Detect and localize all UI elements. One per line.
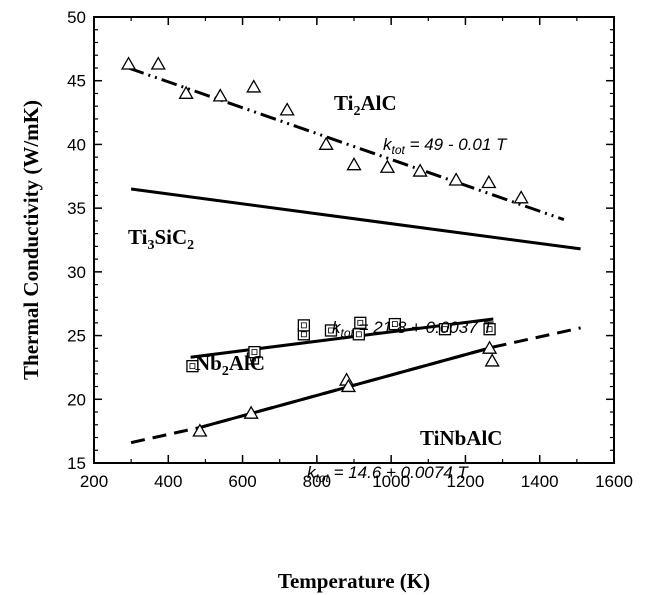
y-tick-label: 30 — [67, 263, 86, 282]
data-point-ti2alc — [120, 56, 137, 70]
y-axis-title: Thermal Conductivity (W/mK) — [19, 100, 43, 380]
data-point-inner-nb2alc — [300, 322, 307, 329]
data-point-ti2alc — [481, 174, 497, 189]
x-tick-label: 200 — [80, 472, 108, 491]
y-tick-label: 45 — [67, 72, 86, 91]
x-axis-title: Temperature (K) — [278, 569, 430, 593]
y-tick-label: 15 — [67, 454, 86, 473]
equation-tinbalc: ktot = 14.6 + 0.0074 T — [307, 463, 469, 485]
series-label-nb2alc: Nb2AlC — [195, 351, 265, 379]
data-point-inner-nb2alc — [251, 349, 258, 356]
x-tick-label: 400 — [154, 472, 182, 491]
data-point-nb2alc — [248, 345, 261, 359]
data-point-tinbalc — [192, 423, 208, 437]
x-tick-label: 1000 — [372, 472, 410, 491]
data-point-ti2alc — [412, 163, 428, 177]
data-point-inner-nb2alc — [355, 331, 362, 338]
data-point-ti2alc — [150, 56, 166, 70]
data-point-ti2alc — [513, 190, 529, 204]
data-point-ti2alc — [379, 159, 396, 173]
y-tick-label: 50 — [67, 8, 86, 27]
series-label-tinbalc: TiNbAlC — [420, 426, 502, 450]
x-tick-label: 600 — [228, 472, 256, 491]
data-point-ti2alc — [318, 136, 334, 150]
data-point-ti2alc — [212, 88, 228, 102]
y-tick-label: 35 — [67, 199, 86, 218]
data-point-inner-nb2alc — [189, 363, 196, 370]
fit-lines — [128, 66, 581, 445]
data-point-ti2alc — [279, 102, 295, 116]
y-tick-label: 40 — [67, 135, 86, 154]
data-point-inner-nb2alc — [486, 326, 493, 333]
data-point-nb2alc — [297, 319, 311, 332]
x-tick-label: 1200 — [447, 472, 485, 491]
data-point-tinbalc — [484, 353, 500, 367]
series-label-ti2alc: Ti2AlC — [334, 91, 397, 119]
data-point-inner-nb2alc — [300, 331, 307, 338]
data-point-tinbalc — [340, 378, 357, 393]
tick-labels: 200 400 600 800 1000 1200 1400 1600 15 20 25 30 35 40… — [67, 8, 633, 491]
data-point-ti2alc — [448, 172, 464, 186]
data-point-nb2alc — [324, 324, 338, 337]
data-point-inner-nb2alc — [328, 327, 334, 334]
data-point-inner-nb2alc — [357, 319, 364, 326]
data-point-tinbalc — [243, 405, 259, 419]
fit-line-ti2alc — [128, 66, 565, 222]
data-point-nb2alc — [186, 360, 199, 373]
data-point-ti2alc — [178, 85, 194, 99]
x-tick-label: 1400 — [521, 472, 559, 491]
data-point-inner-nb2alc — [391, 321, 398, 328]
data-point-nb2alc — [438, 323, 452, 336]
data-point-nb2alc — [388, 317, 402, 331]
data-point-nb2alc — [483, 323, 496, 336]
data-point-ti2alc — [246, 79, 262, 93]
y-tick-label: 25 — [67, 327, 86, 346]
y-tick-label: 20 — [67, 390, 86, 409]
data-markers — [120, 56, 529, 437]
data-point-ti2alc — [346, 157, 362, 171]
x-tick-label: 800 — [303, 472, 331, 491]
tick-marks — [93, 16, 615, 464]
x-tick-label: 1600 — [595, 472, 633, 491]
data-point-nb2alc — [354, 316, 367, 329]
equation-ti2alc: ktot = 49 - 0.01 T — [383, 135, 508, 157]
fit-line-ti3sic2 — [130, 187, 581, 251]
series-label-ti3sic2: Ti3SiC2 — [128, 225, 194, 253]
data-point-tinbalc — [481, 340, 498, 354]
data-point-inner-nb2alc — [442, 326, 448, 333]
equation-nb2alc: ktot = 21.8 + 0.0037 T — [332, 318, 494, 340]
